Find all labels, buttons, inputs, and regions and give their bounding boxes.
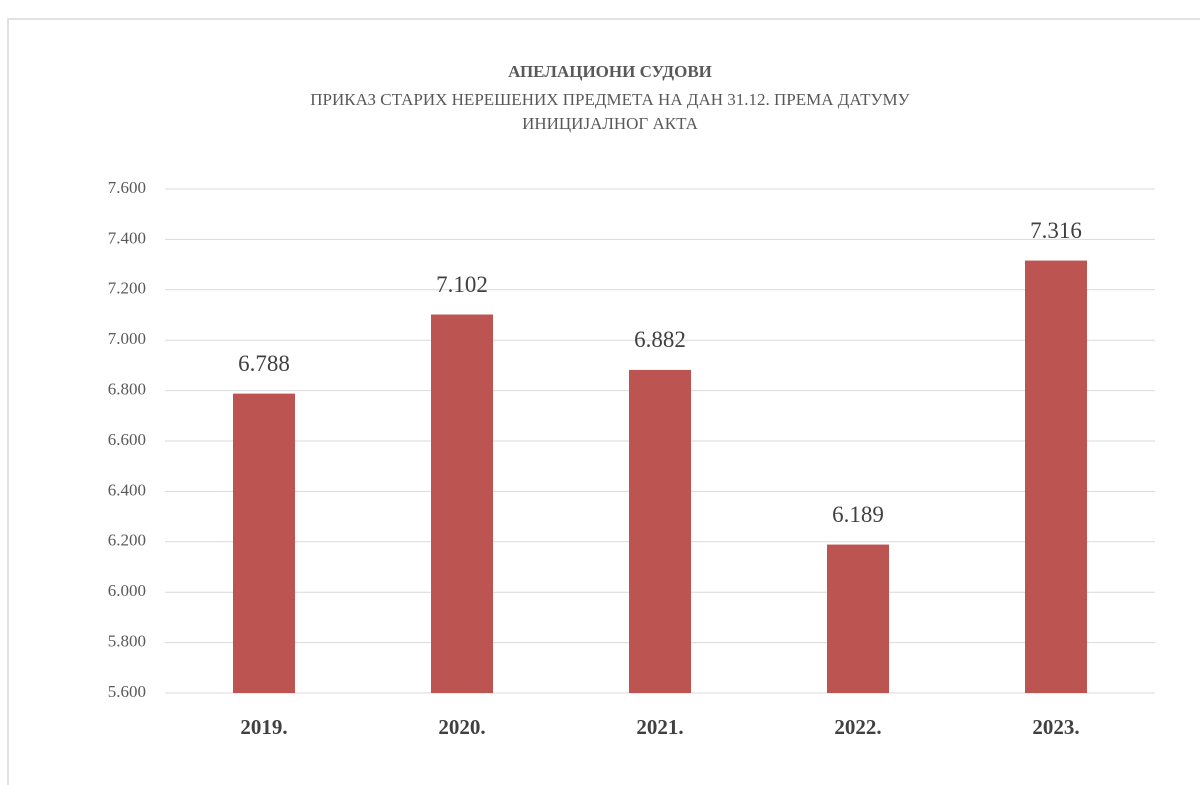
x-tick-label: 2021.	[636, 715, 683, 739]
chart-subtitle: ПРИКАЗ СТАРИХ НЕРЕШЕНИХ ПРЕДМЕТА НА ДАН …	[310, 90, 910, 109]
y-tick-label: 7.600	[108, 178, 146, 197]
chart-frame	[7, 18, 1200, 785]
bar	[1025, 260, 1087, 693]
data-label: 6.788	[238, 351, 290, 376]
x-tick-label: 2020.	[438, 715, 485, 739]
y-tick-label: 6.600	[108, 430, 146, 449]
x-tick-label: 2019.	[240, 715, 287, 739]
data-label: 6.882	[634, 327, 686, 352]
y-tick-label: 7.000	[108, 329, 146, 348]
y-tick-label: 6.800	[108, 380, 146, 399]
data-label: 7.316	[1030, 218, 1082, 243]
bar	[431, 314, 493, 693]
x-tick-label: 2022.	[834, 715, 881, 739]
data-label: 7.102	[436, 272, 488, 297]
data-label: 6.189	[832, 502, 884, 527]
bar	[233, 393, 295, 693]
y-tick-label: 6.200	[108, 531, 146, 550]
bar	[629, 369, 691, 693]
x-tick-label: 2023.	[1032, 715, 1079, 739]
y-tick-label: 5.600	[108, 682, 146, 701]
y-tick-label: 5.800	[108, 632, 146, 651]
y-tick-label: 7.400	[108, 228, 146, 247]
y-tick-label: 6.000	[108, 581, 146, 600]
y-tick-label: 6.400	[108, 480, 146, 499]
y-tick-label: 7.200	[108, 279, 146, 298]
bar	[827, 544, 889, 693]
chart-title: АПЕЛАЦИОНИ СУДОВИ	[508, 62, 712, 81]
chart-subtitle: ИНИЦИЈАЛНОГ АКТА	[522, 114, 699, 133]
